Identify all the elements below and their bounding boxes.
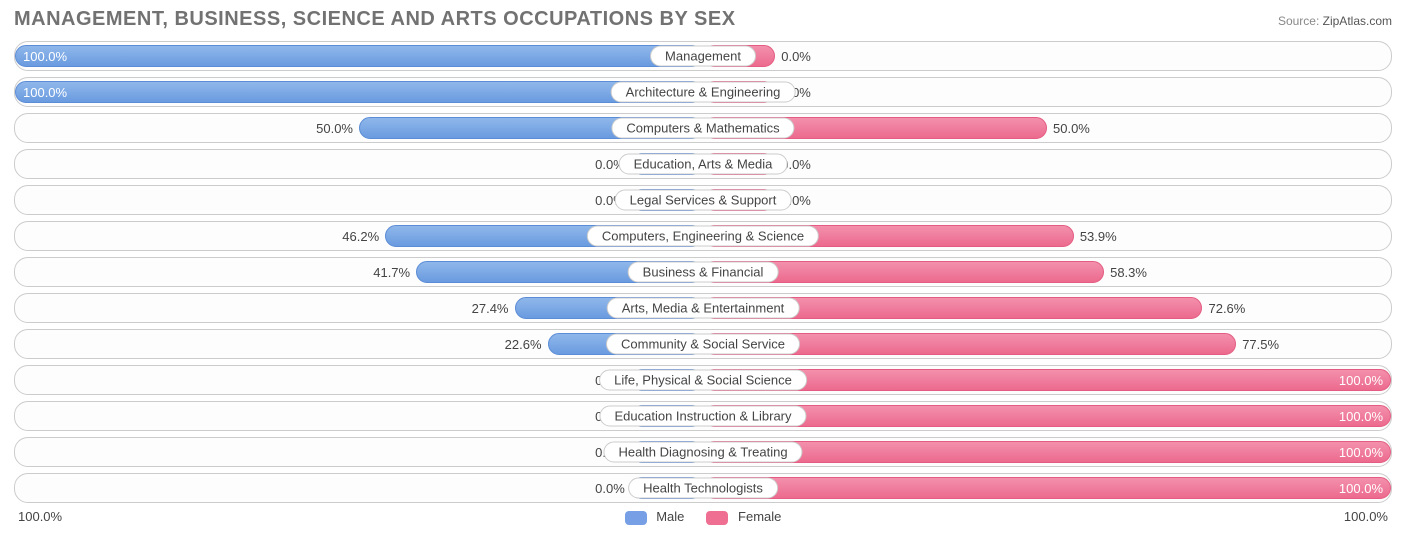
legend-label-male: Male: [656, 509, 684, 524]
chart-row: 0.0%100.0%Life, Physical & Social Scienc…: [14, 365, 1392, 395]
axis-left-label: 100.0%: [18, 509, 62, 524]
value-label-female: 58.3%: [1110, 258, 1147, 286]
category-label: Education, Arts & Media: [619, 154, 788, 175]
source-value: ZipAtlas.com: [1323, 14, 1392, 28]
category-label: Computers, Engineering & Science: [587, 226, 819, 247]
source-attribution: Source: ZipAtlas.com: [1278, 14, 1392, 28]
value-label-female: 53.9%: [1080, 222, 1117, 250]
category-label: Computers & Mathematics: [611, 118, 794, 139]
chart-row: 0.0%100.0%Health Diagnosing & Treating: [14, 437, 1392, 467]
category-label: Management: [650, 46, 756, 67]
chart-row: 0.0%0.0%Legal Services & Support: [14, 185, 1392, 215]
value-label-female: 100.0%: [1339, 366, 1383, 394]
legend-label-female: Female: [738, 509, 781, 524]
value-label-male: 41.7%: [373, 258, 410, 286]
value-label-male: 50.0%: [316, 114, 353, 142]
swatch-male: [625, 511, 647, 525]
category-label: Architecture & Engineering: [611, 82, 796, 103]
value-label-female: 0.0%: [781, 42, 811, 70]
value-label-male: 100.0%: [23, 78, 67, 106]
axis-right-label: 100.0%: [1344, 509, 1388, 524]
chart-row: 0.0% 100.0% Health Technologists: [14, 473, 1392, 503]
swatch-female: [706, 511, 728, 525]
bar-female: [703, 477, 1391, 499]
value-label-female: 100.0%: [1339, 474, 1383, 502]
category-label: Legal Services & Support: [615, 190, 792, 211]
source-label: Source:: [1278, 14, 1319, 28]
chart-row: 46.2% 53.9% Computers, Engineering & Scien…: [14, 221, 1392, 251]
category-label: Education Instruction & Library: [599, 406, 806, 427]
chart-row: 100.0% 0.0% Management: [14, 41, 1392, 71]
category-label: Arts, Media & Entertainment: [607, 298, 800, 319]
diverging-bar-chart: 100.0%0.0%Management100.0%0.0%Architectu…: [14, 41, 1392, 503]
value-label-female: 100.0%: [1339, 402, 1383, 430]
chart-row: 0.0%100.0%Education Instruction & Librar…: [14, 401, 1392, 431]
value-label-female: 100.0%: [1339, 438, 1383, 466]
legend-item-male: Male: [625, 509, 685, 525]
category-label: Health Technologists: [628, 478, 778, 499]
chart-row: 22.6% 77.5% Community & Social Service: [14, 329, 1392, 359]
value-label-male: 22.6%: [505, 330, 542, 358]
value-label-male: 27.4%: [472, 294, 509, 322]
legend: Male Female: [625, 509, 782, 525]
bar-female: [703, 441, 1391, 463]
chart-row: 100.0%0.0%Architecture & Engineering: [14, 77, 1392, 107]
chart-header: MANAGEMENT, BUSINESS, SCIENCE AND ARTS O…: [14, 8, 1392, 31]
chart-row: 50.0% 50.0% Computers & Mathematics: [14, 113, 1392, 143]
axis-row: 100.0% Male Female 100.0%: [14, 509, 1392, 525]
value-label-female: 72.6%: [1208, 294, 1245, 322]
category-label: Community & Social Service: [606, 334, 800, 355]
category-label: Business & Financial: [628, 262, 779, 283]
value-label-female: 77.5%: [1242, 330, 1279, 358]
category-label: Health Diagnosing & Treating: [603, 442, 802, 463]
value-label-female: 50.0%: [1053, 114, 1090, 142]
bar-male: [15, 81, 703, 103]
chart-row: 27.4% 72.6% Arts, Media & Entertainment: [14, 293, 1392, 323]
bar-male: [15, 45, 703, 67]
value-label-male: 100.0%: [23, 42, 67, 70]
value-label-male: 0.0%: [595, 474, 625, 502]
chart-row: 0.0%0.0%Education, Arts & Media: [14, 149, 1392, 179]
category-label: Life, Physical & Social Science: [599, 370, 807, 391]
chart-title: MANAGEMENT, BUSINESS, SCIENCE AND ARTS O…: [14, 8, 736, 31]
value-label-male: 46.2%: [342, 222, 379, 250]
chart-row: 41.7% 58.3% Business & Financial: [14, 257, 1392, 287]
legend-item-female: Female: [706, 509, 781, 525]
